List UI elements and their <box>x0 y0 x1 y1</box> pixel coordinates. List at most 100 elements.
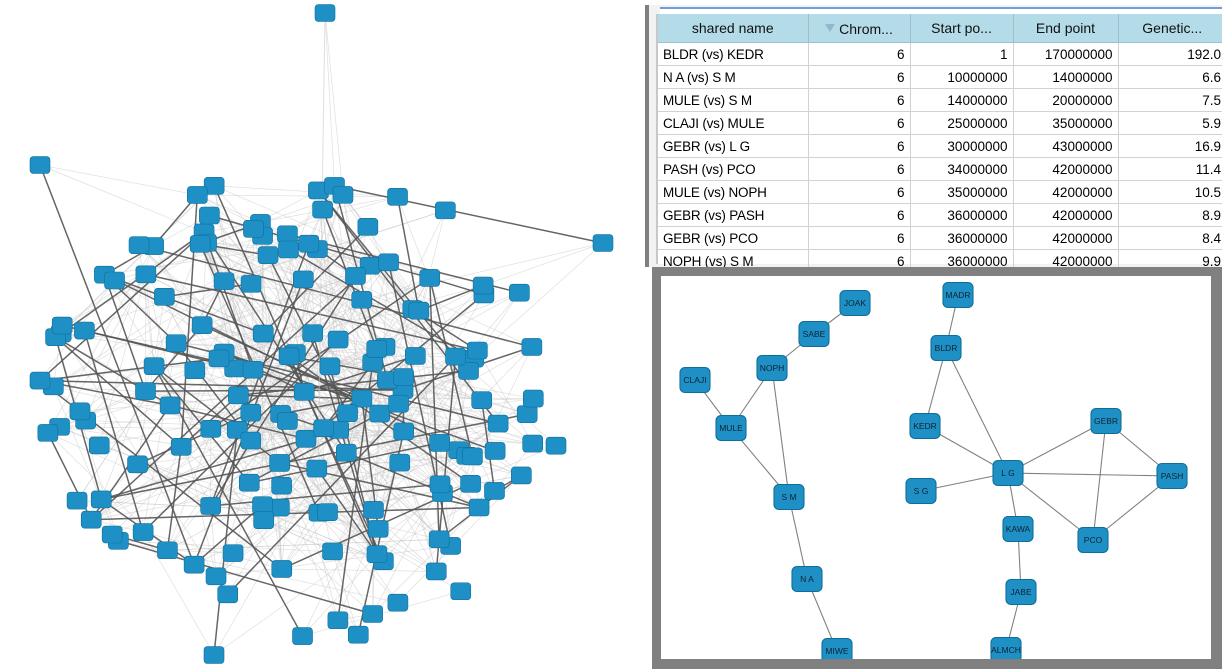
graph-edge[interactable] <box>47 369 195 434</box>
graph-edge[interactable] <box>224 332 313 353</box>
graph-node[interactable] <box>408 301 430 320</box>
graph-node[interactable] <box>366 340 388 358</box>
table-body[interactable]: BLDR (vs) KEDR 6 1 170000000 192.0 N A (vs) S… <box>658 42 1222 267</box>
graph-node[interactable] <box>200 419 222 438</box>
graph-edge[interactable] <box>203 196 398 233</box>
graph-node[interactable] <box>183 555 205 574</box>
graph-node[interactable]: NOPH <box>756 354 788 382</box>
graph-node[interactable] <box>363 501 384 519</box>
graph-node[interactable] <box>277 225 298 244</box>
graph-edge[interactable] <box>281 403 399 570</box>
graph-node[interactable] <box>292 270 314 289</box>
table-row[interactable]: GEBR (vs) PCO 6 36000000 42000000 8.4 <box>658 226 1222 250</box>
graph-node[interactable]: MULE <box>715 414 747 442</box>
graph-edge[interactable] <box>98 274 147 446</box>
graph-node[interactable] <box>243 220 264 238</box>
graph-edge[interactable] <box>180 446 212 507</box>
graph-edge[interactable] <box>39 164 195 565</box>
table-horizontal-scrollbar[interactable] <box>660 7 1222 14</box>
graph-edge[interactable] <box>144 324 203 392</box>
graph-edge[interactable] <box>39 164 198 196</box>
graph-edge[interactable] <box>194 283 252 371</box>
graph-node[interactable] <box>128 236 150 254</box>
graph-node[interactable] <box>369 404 390 423</box>
graph-node[interactable] <box>335 443 357 462</box>
graph-node[interactable] <box>252 496 273 514</box>
graph-node[interactable] <box>203 646 225 664</box>
graph-edge[interactable] <box>302 431 405 637</box>
graph-node[interactable] <box>516 405 538 423</box>
graph-node[interactable] <box>298 234 320 253</box>
graph-node[interactable] <box>271 560 293 578</box>
graph-node[interactable] <box>428 530 450 549</box>
graph-edge[interactable] <box>101 413 528 501</box>
graph-node[interactable] <box>203 177 225 195</box>
graph-node[interactable] <box>357 218 379 236</box>
graph-node[interactable] <box>90 490 112 509</box>
graph-node[interactable]: KAWA <box>1002 515 1034 543</box>
graph-node[interactable] <box>278 347 300 366</box>
graph-edge[interactable] <box>53 249 289 387</box>
graph-node[interactable] <box>319 357 341 376</box>
graph-node[interactable]: GEBR <box>1090 407 1122 435</box>
graph-node[interactable]: MADR <box>942 281 974 309</box>
column-header-shared-name[interactable]: shared name <box>658 14 809 43</box>
column-header-start-point[interactable]: Start po... <box>910 14 1014 43</box>
graph-edge[interactable] <box>327 511 437 572</box>
graph-node[interactable] <box>189 235 211 253</box>
graph-node[interactable] <box>484 482 505 500</box>
graph-node[interactable] <box>66 491 88 510</box>
graph-edge[interactable] <box>347 412 441 485</box>
graph-edge[interactable] <box>281 485 339 621</box>
graph-node[interactable] <box>487 414 509 433</box>
graph-node[interactable] <box>257 246 279 265</box>
graph-node[interactable] <box>327 330 349 349</box>
graph-edge[interactable] <box>104 273 264 335</box>
graph-node[interactable] <box>240 431 262 450</box>
graph-edge[interactable] <box>210 483 441 507</box>
graph-node[interactable] <box>187 186 208 204</box>
graph-edge[interactable] <box>316 248 374 511</box>
graph-edge[interactable] <box>138 244 533 348</box>
graph-edge[interactable] <box>103 274 147 392</box>
graph-edge[interactable] <box>280 397 363 415</box>
graph-node[interactable] <box>387 187 408 206</box>
subnetwork-canvas[interactable]: JOAK SABE NOPH CLAJI MULE S M N A MIWE MADR BLDR K… <box>652 267 1222 669</box>
graph-edge[interactable] <box>327 475 522 513</box>
graph-node[interactable] <box>522 434 544 453</box>
graph-node[interactable] <box>393 422 415 441</box>
graph-edge[interactable] <box>215 545 451 577</box>
graph-edge[interactable] <box>39 231 205 382</box>
graph-edge[interactable] <box>250 423 499 441</box>
graph-edge[interactable] <box>249 482 320 514</box>
graph-node[interactable] <box>252 324 274 343</box>
graph-edge[interactable] <box>83 330 144 533</box>
graph-edge[interactable] <box>91 412 252 521</box>
graph-node[interactable]: S M <box>773 483 805 511</box>
graph-edge[interactable] <box>252 369 482 401</box>
graph-node[interactable] <box>337 404 358 422</box>
graph-node[interactable]: CLAJI <box>679 366 711 394</box>
graph-node[interactable] <box>208 349 230 368</box>
graph-node[interactable] <box>29 371 51 390</box>
graph-node[interactable] <box>462 447 483 466</box>
graph-edge[interactable] <box>203 232 347 454</box>
table-row[interactable]: MULE (vs) NOPH 6 35000000 42000000 10.5 <box>658 180 1222 204</box>
graph-node[interactable] <box>387 593 409 612</box>
graph-edge[interactable] <box>215 431 404 577</box>
graph-edge[interactable] <box>104 274 283 570</box>
table-viewport[interactable]: shared name Chrom... Start po... <box>656 14 1222 267</box>
edge-attribute-table[interactable]: shared name Chrom... Start po... <box>658 14 1222 267</box>
graph-edge[interactable] <box>342 194 401 463</box>
graph-edge[interactable] <box>210 362 373 507</box>
table-row[interactable]: NOPH (vs) S M 6 36000000 42000000 9.9 <box>658 249 1222 267</box>
graph-node[interactable] <box>509 283 530 302</box>
graph-node[interactable]: S G <box>905 477 937 505</box>
graph-node[interactable] <box>242 360 264 379</box>
graph-node[interactable] <box>278 240 299 259</box>
graph-node[interactable] <box>592 234 614 252</box>
graph-edge[interactable] <box>317 189 457 358</box>
graph-node[interactable] <box>170 438 192 456</box>
graph-edge[interactable] <box>145 274 264 334</box>
